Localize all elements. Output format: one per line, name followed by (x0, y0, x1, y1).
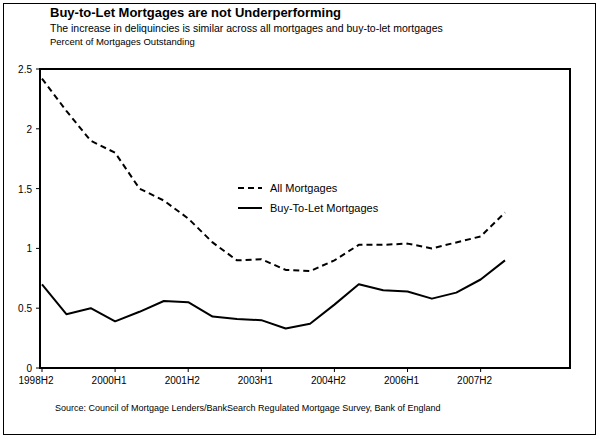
y-tick (36, 248, 40, 249)
y-tick-label: 2.5 (18, 64, 32, 75)
legend-label: All Mortgages (270, 182, 338, 194)
series-line (42, 79, 505, 272)
legend-label: Buy-To-Let Mortgages (270, 202, 379, 214)
x-tick-label: 2007H2 (457, 375, 492, 386)
source: Source: Council of Mortgage Lenders/Bank… (55, 403, 441, 413)
x-tick (334, 368, 335, 372)
legend-swatch (238, 207, 262, 209)
x-tick (188, 368, 189, 372)
x-tick (480, 368, 481, 372)
y-tick (36, 188, 40, 189)
series-group (42, 79, 505, 329)
x-tick (261, 368, 262, 372)
y-tick (36, 69, 40, 70)
x-tick (115, 368, 116, 372)
x-tick-label: 2001H2 (165, 375, 200, 386)
y-axis-label: Percent of Mortgages Outstanding (50, 36, 195, 47)
y-tick-label: 0.5 (18, 303, 32, 314)
x-tick (42, 368, 43, 372)
y-tick-label: 0 (26, 363, 32, 374)
legend-swatch (238, 187, 262, 189)
x-tick-label: 2004H2 (311, 375, 346, 386)
y-tick (36, 308, 40, 309)
x-tick-label: 2003H1 (238, 375, 273, 386)
x-tick-label: 2000H1 (92, 375, 127, 386)
x-tick-label: 2006H1 (384, 375, 419, 386)
plot-frame (40, 69, 570, 368)
x-tick (407, 368, 408, 372)
chart: Buy-to-Let Mortgages are not Underperfor… (0, 0, 600, 439)
y-tick (36, 368, 40, 369)
chart-frame (4, 4, 596, 435)
y-tick-label: 1 (26, 243, 32, 254)
y-tick-label: 1.5 (18, 184, 32, 195)
y-tick (36, 128, 40, 129)
title: Buy-to-Let Mortgages are not Underperfor… (50, 5, 341, 20)
x-tick-label: 1998H2 (18, 375, 53, 386)
subtitle: The increase in deliquincies is similar … (50, 22, 443, 34)
series-line (42, 260, 505, 328)
y-tick-label: 2 (26, 124, 32, 135)
